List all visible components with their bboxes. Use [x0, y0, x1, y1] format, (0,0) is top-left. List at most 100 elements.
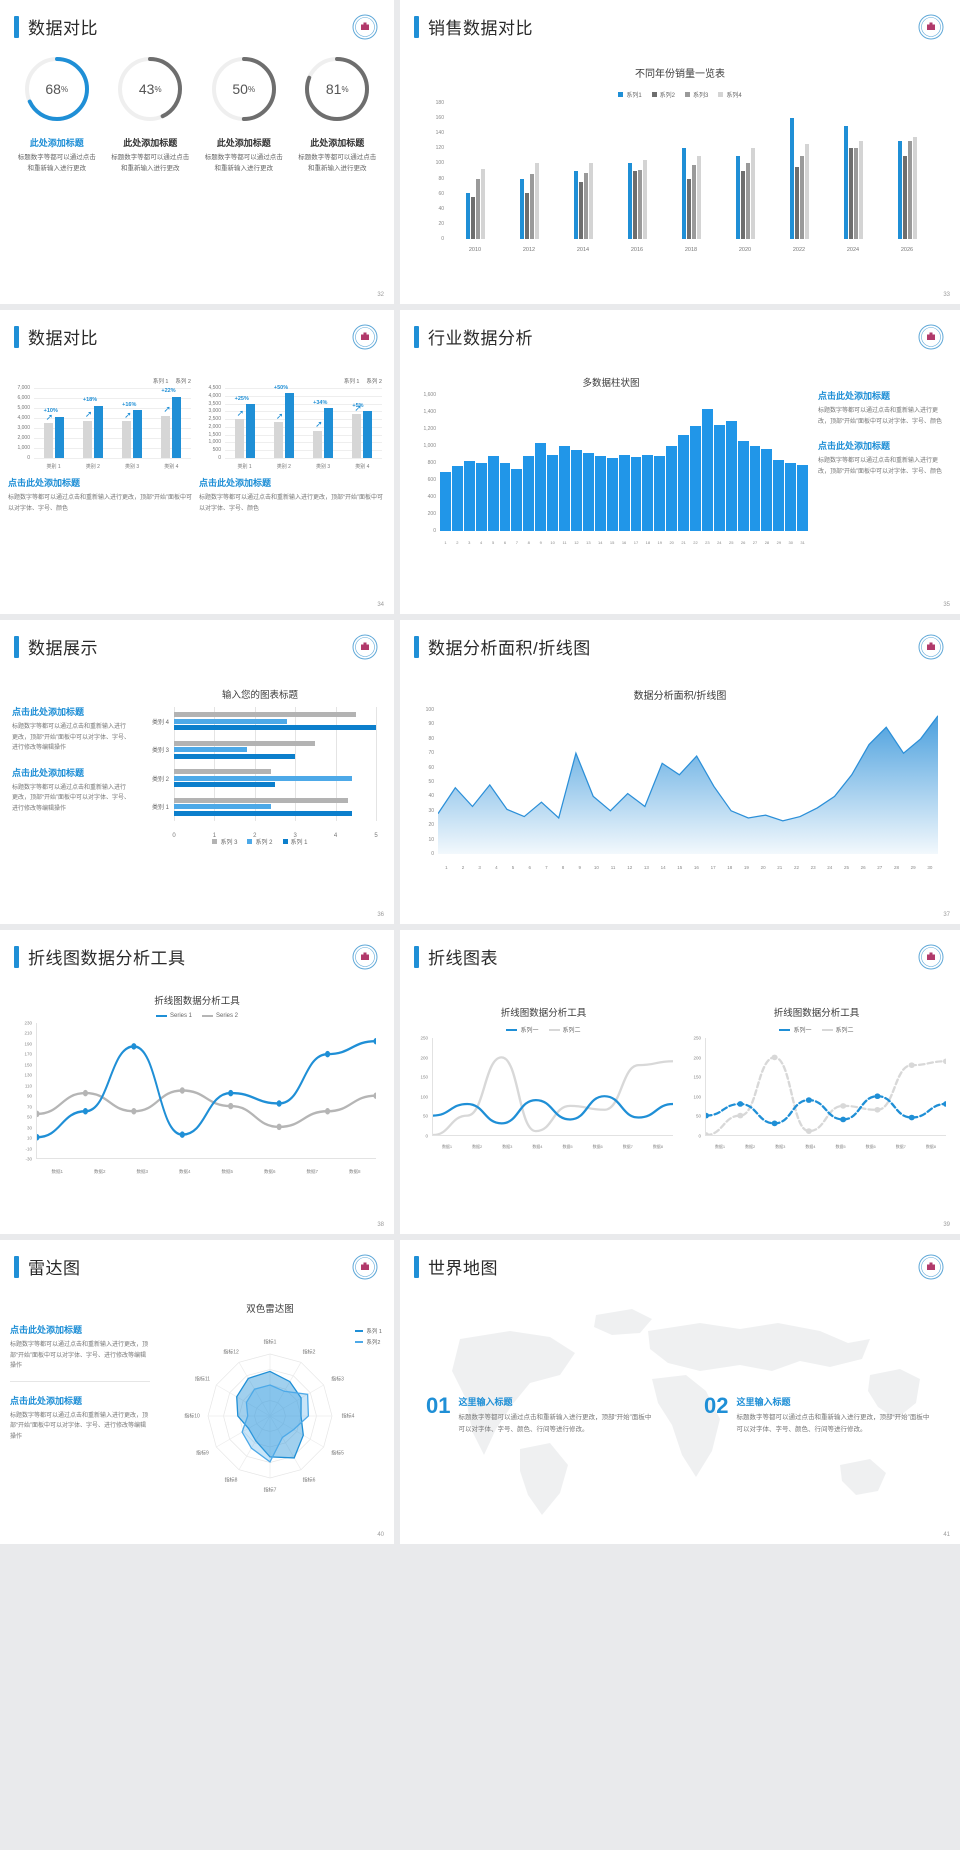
x-tick: 15	[677, 865, 683, 870]
radar-axis-label: 指标8	[224, 1477, 238, 1484]
bar	[725, 420, 737, 531]
donut-item[interactable]: 50% 此处添加标题 标题数字等都可以通过点击和重新输入进行更改	[200, 53, 288, 174]
bar	[465, 192, 470, 239]
bar	[773, 459, 785, 531]
x-tick: 数据1	[51, 1169, 63, 1174]
caption-row: 点击此处添加标题 标题数字等都可以通过点击和重新输入进行更改，顶部“开始”面板中…	[0, 470, 394, 514]
donut-title: 此处添加标题	[310, 138, 365, 148]
slide-header: 数据展示	[0, 620, 394, 659]
bar-series1	[161, 415, 171, 458]
area-chart: 数据分析面积/折线图 0 10 20 30 40 50 60 70 80 90 100 1 2 3 4 5 6 7…	[400, 677, 960, 870]
university-seal-logo-icon	[918, 14, 944, 40]
x-tick: 数据6	[592, 1144, 603, 1149]
caption-column: 点击此处添加标题 标题数字等都可以通过点击和重新输入进行更改，顶部“开始”面板中可…	[818, 375, 946, 545]
radar-axis-label: 指标3	[331, 1376, 344, 1383]
block-title: 这里输入标题	[736, 1397, 791, 1407]
x-tick: 数据7	[895, 1144, 906, 1149]
slide-36[interactable]: 数据展示 点击此处添加标题 标题数字等都可以通过点击和重新输入进行更改，顶部“开始…	[0, 620, 400, 930]
growth-label: +10%	[43, 408, 58, 415]
bar-row	[174, 712, 376, 731]
slide-32[interactable]: 数据对比 68% 此处添加标题 标题数字等都可以通过点击和重新输入进行更改 43% 此处…	[0, 0, 400, 310]
x-tick: 16	[693, 865, 699, 870]
data-display: 点击此处添加标题 标题数字等都可以通过点击和重新输入进行更改，顶部“开始”面板中可…	[0, 679, 394, 846]
bar	[174, 810, 352, 816]
gridlines	[225, 388, 382, 459]
y-tick: 200	[420, 1055, 428, 1061]
slide-header: 销售数据对比	[400, 0, 960, 39]
y-tick: 0	[433, 528, 436, 534]
y-tick: 110	[24, 1083, 32, 1089]
caption-title: 点击此处添加标题	[199, 478, 272, 488]
x-tick: 数据3	[136, 1169, 148, 1174]
x-tick: 23	[810, 865, 816, 870]
legend-item: 系列 1	[344, 377, 360, 385]
bar-pair: ➚ +50%	[273, 385, 294, 458]
x-tick: 数据4	[178, 1169, 191, 1174]
caption-body: 标题数字等都可以通过点击和重新输入进行更改，顶部“开始”面板中可以对字体、字号、…	[10, 1342, 149, 1369]
plot-area	[448, 103, 934, 239]
y-axis: 0 50 100 150 200 250	[412, 1036, 430, 1139]
y-axis: -30 -10 10 30 50 70 90 110 130 150 170 190 210 230	[14, 1021, 34, 1162]
y-tick: 80	[428, 735, 434, 742]
y-tick: 70	[26, 1104, 32, 1110]
category-label: 类别 1	[151, 805, 169, 812]
slide-33[interactable]: 销售数据对比 不同年份销量一览表 系列1 系列2 系列3 系列4 0 20 40 60 80 1…	[400, 0, 960, 310]
slide-40[interactable]: 雷达图 点击此处添加标题 标题数字等都可以通过点击和重新输入进行更改，顶部“开始”…	[0, 1240, 400, 1550]
x-tick: 17	[710, 865, 716, 870]
donut-item[interactable]: 81% 此处添加标题 标题数字等都可以通过点击和重新输入进行更改	[293, 53, 381, 174]
bar	[174, 718, 288, 724]
bar	[547, 454, 559, 531]
bar	[686, 178, 691, 239]
gridlines	[34, 388, 191, 459]
slide-35[interactable]: 行业数据分析 多数据柱状图 0 200 400 600 800 1,000 1,200 1,4…	[400, 310, 960, 620]
world-map-icon	[452, 1309, 920, 1515]
x-tick: 数据3	[502, 1144, 513, 1149]
university-seal-logo-icon	[352, 944, 378, 970]
chart-title: 输入您的图表标题	[221, 690, 298, 701]
y-tick: 40	[428, 793, 434, 800]
slide-38[interactable]: 折线图数据分析工具 折线图数据分析工具 Series 1 Series 2 -30…	[0, 930, 400, 1240]
y-tick: 5,000	[17, 405, 30, 411]
bar	[642, 159, 647, 239]
legend-item: 系列一	[506, 1025, 539, 1034]
y-tick: 90	[26, 1093, 32, 1099]
y-axis: 0 50 100 150 200 250	[685, 1036, 703, 1139]
bar	[174, 753, 296, 759]
bar	[797, 464, 809, 531]
x-tick: 数据1	[441, 1144, 453, 1149]
caption-title: 点击此处添加标题	[818, 441, 891, 451]
x-tick: 数据1	[714, 1144, 726, 1149]
bar-pair: ➚ +5%	[352, 388, 373, 458]
bar	[678, 434, 690, 531]
accent-bar	[14, 945, 19, 968]
slide-37[interactable]: 数据分析面积/折线图 数据分析面积/折线图 0 10 20 30 40 50 60 70 80 9…	[400, 620, 960, 930]
x-tick: 30	[927, 865, 933, 870]
bar	[785, 463, 797, 531]
chart-legend: Series 1 Series 2	[14, 1013, 380, 1019]
caption-body: 标题数字等都可以通过点击和重新输入进行更改，顶部“开始”面板中可以对字体、字号、…	[12, 784, 130, 812]
donut-item[interactable]: 43% 此处添加标题 标题数字等都可以通过点击和重新输入进行更改	[106, 53, 194, 174]
page-number: 34	[377, 602, 384, 608]
slide-41[interactable]: 世界地图 01 这里输入标题 标题数字等都可以通过点击和重新输入进行更改，顶部“开始…	[400, 1240, 960, 1550]
x-tick: 18	[645, 540, 651, 545]
x-tick: 6	[528, 865, 531, 870]
bar-series2	[133, 410, 143, 458]
legend-label: 系列一	[520, 1028, 539, 1034]
slide-34[interactable]: 数据对比 系列 1 系列 2 0 1,000 2,000 3,000 4,000 5,000…	[0, 310, 400, 620]
info-block[interactable]: 01 这里输入标题 标题数字等都可以通过点击和重新输入进行更改，顶部“开始”面板中可…	[426, 1394, 656, 1435]
accent-bar	[14, 1255, 19, 1278]
bar	[174, 804, 271, 810]
radar-axis-label: 指标7	[263, 1487, 277, 1494]
donut-item[interactable]: 68% 此处添加标题 标题数字等都可以通过点击和重新输入进行更改	[13, 53, 101, 174]
y-tick: 180	[435, 100, 444, 106]
x-tick: 数据8	[925, 1144, 937, 1149]
accent-bar	[414, 635, 419, 658]
info-block[interactable]: 02 这里输入标题 标题数字等都可以通过点击和重新输入进行更改，顶部“开始”面板中可…	[704, 1394, 934, 1435]
bar	[174, 747, 247, 753]
page-number: 37	[943, 912, 950, 918]
slide-39[interactable]: 折线图表 折线图数据分析工具 系列一 系列二 0 50 100 150 200 250 数据1…	[400, 930, 960, 1240]
grouped-bar-plot: 0 20 40 60 80 100 120 140 160 180 2010 2012 2014 2016…	[426, 100, 934, 253]
bar	[632, 171, 637, 239]
radar-section: 点击此处添加标题 标题数字等都可以通过点击和重新输入进行更改，顶部“开始”面板中可…	[0, 1293, 394, 1515]
x-axis: 2010 2012 2014 2016 2018 2020 2022 2024 2026	[448, 247, 934, 253]
